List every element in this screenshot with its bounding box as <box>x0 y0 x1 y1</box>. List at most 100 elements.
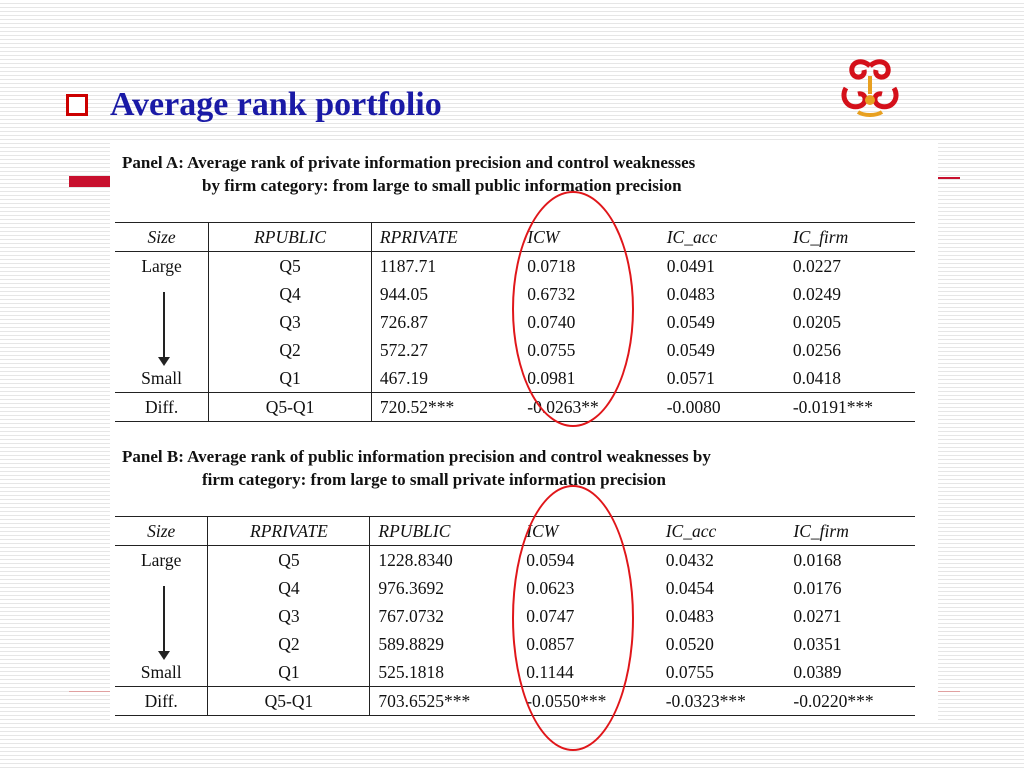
ic-firm-cell: 0.0389 <box>793 661 842 682</box>
ic-acc-cell: 0.0755 <box>665 661 714 682</box>
icw-cell: 0.0740 <box>527 311 576 332</box>
down-arrow-icon <box>158 292 170 366</box>
column-header-ic-acc: IC_acc <box>657 516 786 546</box>
ic-firm-cell: 0.0271 <box>793 605 842 626</box>
rank-cell: Q4 <box>208 280 372 308</box>
value-cell: 1187.71 <box>370 251 520 280</box>
icw-cell: 0.6732 <box>527 283 576 304</box>
size-label: Small <box>141 367 183 388</box>
icw-cell: 0.0718 <box>527 255 576 276</box>
ic-acc-cell: -0.0323*** <box>657 686 786 716</box>
rank-cell: Q3 <box>208 308 372 336</box>
value-cell: 726.87 <box>370 308 520 336</box>
decorative-divider <box>69 691 111 692</box>
icw-cell: 0.0594 <box>526 549 575 570</box>
value-cell: 589.8829 <box>369 630 519 658</box>
ic-firm-cell: 0.0418 <box>792 367 841 388</box>
table-row: Q3 767.0732 0.0747 0.0483 0.0271 <box>115 602 915 630</box>
panel-a-heading-line2: by firm category: from large to small pu… <box>202 176 682 195</box>
decorative-red-bar <box>69 176 113 187</box>
slide-title: Average rank portfolio <box>66 80 442 130</box>
column-header-size: Size <box>115 222 209 252</box>
column-header-rank: RPUBLIC <box>208 222 372 252</box>
ic-firm-cell: 0.0176 <box>793 577 842 598</box>
table-row: Q3 726.87 0.0740 0.0549 0.0205 <box>115 308 915 336</box>
table-row: Q4 976.3692 0.0623 0.0454 0.0176 <box>115 574 915 660</box>
decorative-divider <box>938 691 960 692</box>
column-header-value: RPRIVATE <box>370 222 520 252</box>
table-row: Q2 589.8829 0.0857 0.0520 0.0351 <box>115 630 915 658</box>
ic-acc-cell: 0.0483 <box>666 283 715 304</box>
size-label <box>115 308 209 336</box>
column-header-rank: RPRIVATE <box>207 516 370 546</box>
icw-cell: 0.0747 <box>526 605 575 626</box>
panel-b-heading-line1: Panel B: Average rank of public informat… <box>122 447 711 466</box>
icw-cell: 0.0755 <box>527 339 576 360</box>
hollow-square-bullet-icon <box>66 94 88 116</box>
rank-cell: Q5-Q1 <box>208 392 372 422</box>
ic-firm-cell: -0.0191*** <box>784 392 915 422</box>
size-label <box>115 602 208 630</box>
column-header-ic-acc: IC_acc <box>658 222 785 252</box>
ic-firm-cell: 0.0205 <box>792 311 841 332</box>
table-header-row: Size RPUBLIC RPRIVATE ICW IC_acc IC_firm <box>115 222 915 252</box>
diff-label: Diff. <box>115 392 209 422</box>
ic-acc-cell: 0.0571 <box>666 367 715 388</box>
value-cell: 1228.8340 <box>369 545 519 574</box>
ic-acc-cell: 0.0483 <box>665 605 714 626</box>
panel-b-table: Size RPRIVATE RPUBLIC ICW IC_acc IC_firm… <box>115 516 915 716</box>
size-label: Large <box>140 549 182 570</box>
column-header-icw: ICW <box>518 516 658 546</box>
size-label: Small <box>140 661 182 682</box>
size-label <box>115 574 208 660</box>
table-header-row: Size RPRIVATE RPUBLIC ICW IC_acc IC_firm <box>115 516 915 546</box>
ic-firm-cell: 0.0249 <box>792 283 841 304</box>
ic-firm-cell: -0.0220*** <box>785 686 915 716</box>
rank-cell: Q3 <box>207 602 370 630</box>
size-label <box>115 280 209 366</box>
decorative-red-line <box>938 177 960 179</box>
ic-firm-cell: 0.0351 <box>793 633 842 654</box>
ic-firm-cell: 0.0256 <box>792 339 841 360</box>
table-image: Panel A: Average rank of private informa… <box>110 143 938 720</box>
ic-acc-cell: 0.0454 <box>665 577 714 598</box>
ic-acc-cell: -0.0080 <box>658 392 785 422</box>
panel-a-table: Size RPUBLIC RPRIVATE ICW IC_acc IC_firm… <box>115 222 915 422</box>
table-row: Small Q1 525.1818 0.1144 0.0755 0.0389 <box>115 658 915 687</box>
panel-b-heading: Panel B: Average rank of public informat… <box>122 445 922 491</box>
column-header-ic-firm: IC_firm <box>785 516 915 546</box>
column-header-icw: ICW <box>519 222 659 252</box>
value-cell: 944.05 <box>370 280 520 308</box>
panel-a-heading-line1: Panel A: Average rank of private informa… <box>122 153 696 172</box>
table-row: Q4 944.05 0.6732 0.0483 0.0249 <box>115 280 915 366</box>
icw-cell: 0.0981 <box>527 367 576 388</box>
table-row: Small Q1 467.19 0.0981 0.0571 0.0418 <box>115 364 915 393</box>
ic-acc-cell: 0.0549 <box>666 311 715 332</box>
rank-cell: Q5 <box>207 545 370 574</box>
ic-acc-cell: 0.0432 <box>665 549 714 570</box>
rank-cell: Q1 <box>208 364 372 393</box>
rank-cell: Q2 <box>207 630 370 658</box>
size-label: Large <box>141 255 182 276</box>
icw-cell: 0.1144 <box>526 661 574 682</box>
diff-label: Diff. <box>115 686 208 716</box>
value-cell: 572.27 <box>370 336 520 364</box>
value-cell: 467.19 <box>370 364 520 393</box>
value-cell: 976.3692 <box>369 574 519 602</box>
rank-cell: Q5-Q1 <box>207 686 370 716</box>
diff-row: Diff. Q5-Q1 703.6525*** -0.0550*** -0.03… <box>115 686 915 716</box>
panel-a-heading: Panel A: Average rank of private informa… <box>122 151 922 197</box>
ic-firm-cell: 0.0168 <box>793 549 842 570</box>
ic-acc-cell: 0.0520 <box>665 633 714 654</box>
table-row: Large Q5 1228.8340 0.0594 0.0432 0.0168 <box>115 545 915 574</box>
value-cell: 703.6525*** <box>369 686 519 716</box>
value-cell: 525.1818 <box>369 658 519 687</box>
down-arrow-icon <box>158 586 170 660</box>
page-title: Average rank portfolio <box>110 86 442 123</box>
red-swirl-logo-icon <box>841 59 899 117</box>
table-row: Q2 572.27 0.0755 0.0549 0.0256 <box>115 336 915 364</box>
table-row: Large Q5 1187.71 0.0718 0.0491 0.0227 <box>115 251 915 280</box>
rank-cell: Q4 <box>207 574 370 602</box>
rank-cell: Q1 <box>207 658 370 687</box>
column-header-value: RPUBLIC <box>369 516 519 546</box>
